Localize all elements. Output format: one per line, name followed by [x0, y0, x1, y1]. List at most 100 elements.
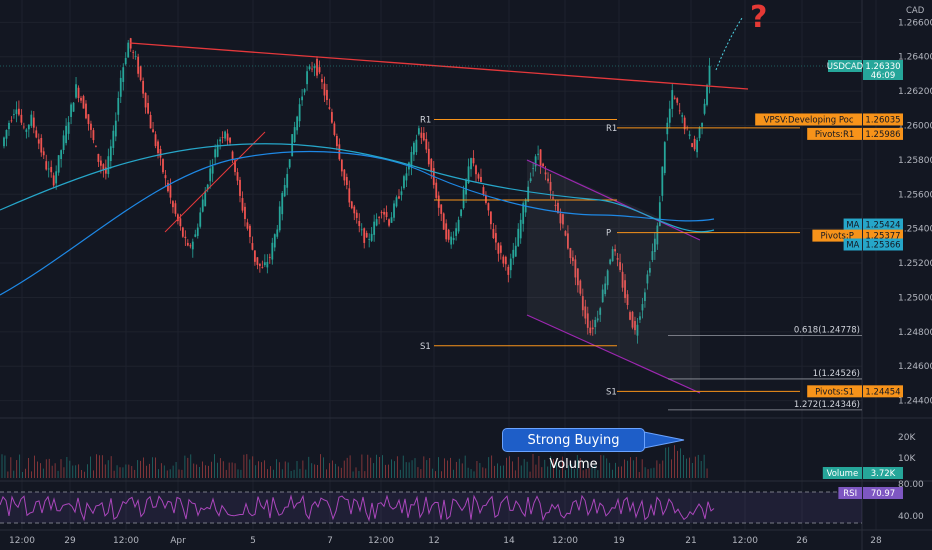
- candle-body: [249, 225, 251, 237]
- price-pane[interactable]: [3, 37, 711, 344]
- candle-body: [378, 217, 381, 218]
- tag-rsi: RSI 70.97: [838, 487, 903, 499]
- candle-body: [393, 203, 395, 218]
- candle-body: [199, 212, 202, 227]
- candle-body: [117, 97, 120, 115]
- candle-body: [609, 259, 612, 264]
- candle-body: [666, 122, 669, 135]
- candle-body: [591, 327, 594, 330]
- tag-pivots-r1-value-bg: [863, 127, 903, 140]
- time-tick-label: 7: [327, 536, 333, 546]
- candle-body: [226, 133, 229, 141]
- candle-body: [614, 249, 617, 252]
- candle-body: [462, 189, 465, 209]
- candle-body: [104, 167, 107, 174]
- candle-body: [144, 92, 147, 108]
- candle-body: [599, 308, 602, 315]
- candle-body: [204, 190, 207, 207]
- candle-body: [283, 185, 286, 197]
- candle-body: [430, 158, 433, 173]
- candle-body: [13, 114, 15, 115]
- candle-body: [221, 137, 224, 138]
- candle-body: [596, 318, 599, 321]
- candle-body: [50, 166, 53, 173]
- tag-pivots-r1-label: Pivots:R1: [815, 130, 854, 140]
- tag-developing-poc-value: 1.26035: [865, 115, 900, 125]
- candle-body: [273, 234, 276, 248]
- candle-body: [90, 123, 92, 130]
- candle-body: [574, 259, 577, 278]
- candle-body: [688, 134, 691, 136]
- candle-body: [646, 274, 649, 284]
- tag-rsi-value: 70.97: [871, 489, 895, 499]
- candle-body: [326, 89, 328, 101]
- tag-ma-slow-value: 1.25366: [865, 241, 900, 251]
- time-tick-label: 12:00: [113, 536, 139, 546]
- candle-body: [601, 289, 604, 303]
- candle-body: [353, 206, 356, 214]
- candle-body: [559, 213, 562, 224]
- candle-body: [338, 144, 341, 160]
- candle-body: [201, 199, 204, 212]
- candle-body: [487, 203, 490, 211]
- candle-body: [219, 139, 222, 142]
- price-axis[interactable]: 1.26600 1.26400 1.26200 1.26000 1.25800 1.256…: [898, 18, 932, 406]
- candle-body: [5, 130, 8, 139]
- candle-body: [360, 229, 363, 231]
- candle-body: [651, 251, 654, 260]
- candle-body: [27, 124, 30, 130]
- symbol-value-bg: [863, 60, 903, 80]
- candle-body: [624, 280, 626, 299]
- rsi-pane: 80.00 40.00: [0, 480, 924, 524]
- candle-body: [514, 245, 517, 257]
- candle-body: [467, 166, 470, 184]
- time-tick-label: 5: [250, 536, 256, 546]
- symbol-name-bg: [828, 60, 862, 72]
- tag-ma-fast: MA 1.25424: [843, 218, 903, 231]
- candle-body: [460, 209, 462, 216]
- candle-body: [268, 256, 271, 258]
- candle-body: [604, 283, 607, 295]
- tag-developing-poc-label: VPSV:Developing Poc: [764, 115, 854, 125]
- candle-body: [122, 67, 125, 82]
- time-tick-label: 12:00: [732, 536, 758, 546]
- candle-body: [189, 245, 192, 247]
- candle-body: [35, 130, 38, 138]
- candle-body: [271, 242, 274, 260]
- price-tick-label: 1.26200: [898, 87, 932, 97]
- candle-body: [162, 159, 164, 173]
- time-tick-label: 14: [503, 536, 515, 546]
- candle-body: [251, 243, 254, 250]
- candle-body: [308, 66, 311, 70]
- candle-body: [549, 181, 552, 191]
- symbol-price: 1.26330: [865, 62, 900, 72]
- price-tick-label: 1.24400: [898, 397, 932, 407]
- tag-pivots-r1: Pivots:R1 1.25986: [807, 127, 903, 140]
- candle-body: [427, 148, 430, 165]
- candle-body: [676, 98, 679, 103]
- time-axis[interactable]: 12:00 29 12:00 Apr 5 7 12:00 12 14 12:00 19 21 12:00…: [9, 536, 882, 546]
- candle-body: [92, 130, 95, 141]
- tag-volume-label: Volume: [827, 469, 859, 479]
- candle-body: [477, 174, 480, 179]
- candle-body: [323, 83, 326, 96]
- candle-body: [152, 129, 154, 133]
- candle-body: [127, 42, 130, 58]
- candle-body: [286, 174, 289, 188]
- candle-body: [134, 55, 137, 57]
- candle-body: [519, 219, 522, 239]
- candle-body: [291, 134, 294, 157]
- candle-body: [683, 117, 686, 130]
- candle-body: [60, 150, 63, 159]
- candle-body: [194, 234, 197, 237]
- tag-pivots-p-label: Pivots:P: [821, 232, 854, 242]
- question-mark-annotation: ?: [750, 0, 768, 35]
- price-tick-label: 1.25000: [898, 293, 932, 303]
- candle-body: [532, 168, 535, 169]
- candle-body: [30, 114, 33, 126]
- candle-body: [333, 123, 336, 135]
- candle-body: [67, 122, 70, 134]
- candle-body: [331, 112, 333, 123]
- candle-body: [211, 166, 214, 174]
